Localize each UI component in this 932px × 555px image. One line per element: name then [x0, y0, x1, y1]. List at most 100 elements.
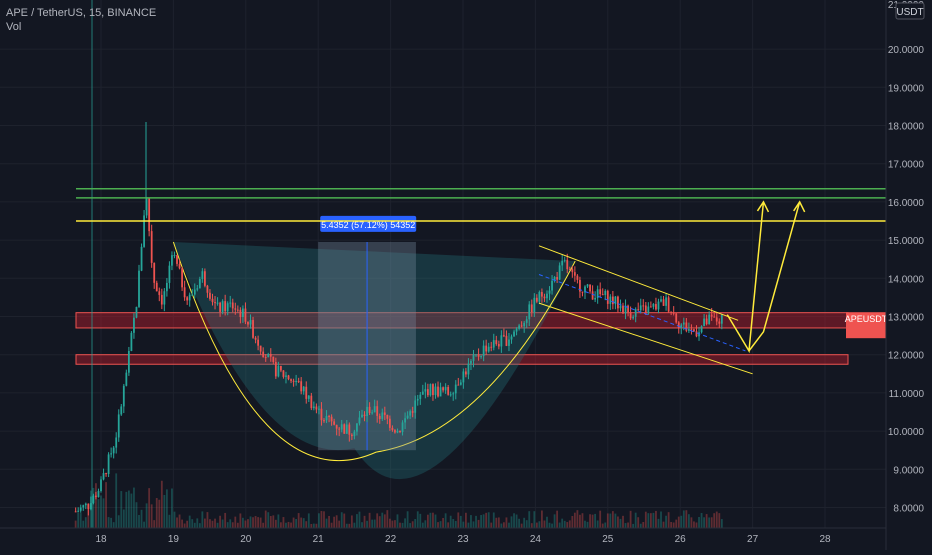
candle-body [485, 345, 488, 352]
volume-bar [563, 520, 566, 528]
candle-body [629, 312, 632, 319]
candle-body [604, 290, 607, 295]
candle-body [715, 317, 718, 322]
chart-header: APE / TetherUS, 15, BINANCE Vol [6, 6, 156, 34]
cup-curve [172, 241, 576, 462]
y-tick-label: 18.0000 [888, 122, 925, 133]
volume-bar [409, 523, 412, 528]
candle-body [115, 437, 118, 448]
volume-bar [530, 523, 533, 528]
candle-body [226, 303, 229, 312]
x-tick-label: 28 [819, 534, 831, 545]
volume-bar [543, 520, 546, 528]
measure-label: 5.4352 (57.12%) 54352 [321, 220, 415, 230]
candle-body [257, 339, 260, 346]
volume-bar [518, 518, 521, 528]
volume-bar [573, 512, 576, 528]
candle-body [513, 331, 515, 337]
volume-bar [388, 518, 391, 528]
candle-body [292, 380, 295, 382]
volume-bar [196, 518, 199, 528]
candle-body [705, 318, 708, 325]
candle-body [145, 197, 148, 216]
candle-body [348, 424, 351, 435]
volume-bar [259, 517, 262, 528]
candle-body [535, 297, 538, 302]
candle-body [533, 297, 536, 313]
volume-bar [292, 517, 295, 528]
candle-body [561, 260, 564, 266]
candle-body [520, 325, 523, 327]
candle-body [657, 301, 660, 310]
volume-bar [670, 521, 673, 528]
candle-body [150, 231, 153, 263]
candle-body [662, 299, 665, 306]
volume-bar [439, 521, 442, 528]
volume-bar [525, 520, 528, 528]
candle-body [713, 316, 716, 318]
volume-bar [508, 522, 510, 528]
volume-bar [277, 514, 280, 528]
volume-bar [285, 522, 287, 528]
volume-bar [632, 523, 635, 528]
volume-bar [244, 520, 247, 528]
volume-bar [221, 519, 224, 528]
candle-body [510, 336, 513, 340]
volume-bar [122, 509, 125, 528]
volume-bar [426, 514, 429, 528]
y-tick-label: 16.0000 [888, 198, 925, 209]
volume-bar [652, 512, 655, 528]
volume-bar [234, 516, 237, 528]
candle-body [186, 297, 189, 301]
volume-bar [312, 523, 315, 528]
candle-body [482, 345, 485, 357]
candle-body [363, 414, 366, 417]
volume-bar [500, 523, 503, 528]
volume-bar [267, 512, 270, 528]
candle-body [667, 297, 670, 312]
volume-bar [300, 517, 303, 528]
volume-bar [457, 512, 460, 528]
candle-body [358, 417, 361, 424]
candle-body [229, 302, 232, 304]
candle-body [211, 298, 214, 303]
candle-body [214, 302, 216, 304]
candle-body [158, 291, 161, 295]
volume-bar [604, 522, 607, 528]
volume-bar [520, 523, 523, 528]
candle-body [700, 326, 703, 333]
volume-bar [495, 517, 498, 528]
candle-body [581, 291, 584, 293]
candle-body [495, 340, 498, 345]
volume-bar [373, 519, 376, 528]
candle-body [523, 322, 526, 327]
y-tick-label: 13.0000 [888, 313, 925, 324]
candle-body [188, 294, 191, 301]
candle-body [419, 394, 422, 399]
candle-body [637, 309, 640, 311]
volume-bar [627, 522, 629, 528]
candle-body [133, 317, 135, 333]
candle-body [551, 280, 553, 291]
volume-bar [328, 515, 330, 528]
candle-body [181, 268, 183, 288]
volume-bar [611, 511, 614, 528]
candle-body [434, 386, 437, 396]
volume-bar [505, 517, 508, 528]
volume-bar [239, 513, 242, 528]
candle-body [619, 305, 622, 309]
drawings-back [75, 241, 849, 480]
y-tick-label: 15.0000 [888, 236, 925, 247]
volume-bar [105, 482, 107, 528]
volume-bar [338, 520, 341, 528]
volume-bar [158, 499, 161, 528]
candle-body [155, 282, 158, 292]
resistance-zone [75, 354, 849, 365]
candle-body [601, 294, 604, 296]
candle-body [325, 416, 328, 421]
volume-bar [378, 516, 381, 528]
volume-bar [140, 509, 143, 528]
